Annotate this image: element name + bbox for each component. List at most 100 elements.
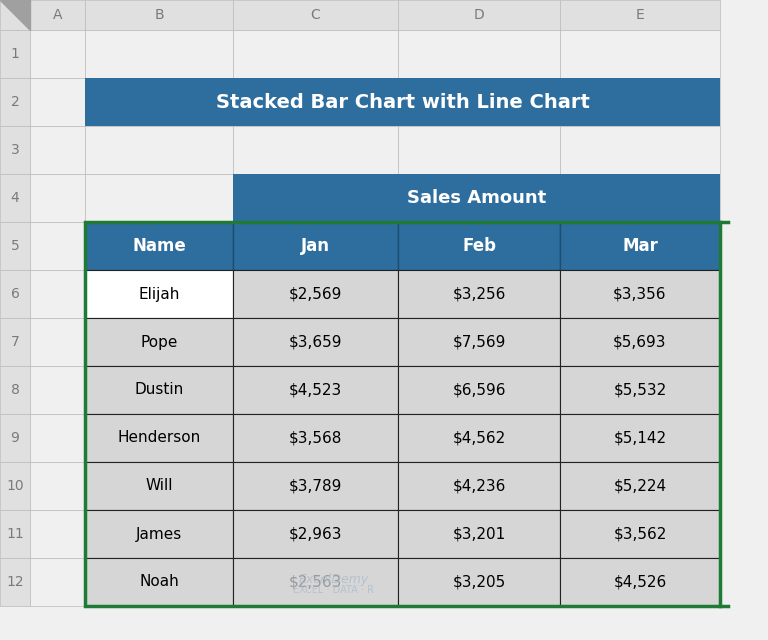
Bar — [85, 510, 233, 558]
Bar — [30, 174, 85, 222]
Text: Mar: Mar — [622, 237, 658, 255]
Bar — [233, 414, 398, 462]
Text: $3,256: $3,256 — [452, 287, 505, 301]
Text: Dustin: Dustin — [134, 383, 184, 397]
Text: $4,562: $4,562 — [452, 431, 505, 445]
Bar — [85, 462, 233, 510]
Bar — [560, 558, 720, 606]
Bar — [85, 30, 233, 78]
Text: $2,563: $2,563 — [289, 575, 343, 589]
Text: E: E — [636, 8, 644, 22]
Text: 9: 9 — [11, 431, 19, 445]
Text: Sales Amount: Sales Amount — [407, 189, 546, 207]
Bar — [0, 174, 30, 222]
Bar — [398, 78, 560, 126]
Text: $3,659: $3,659 — [289, 335, 343, 349]
Bar — [0, 318, 30, 366]
Text: $3,789: $3,789 — [289, 479, 343, 493]
Bar — [233, 270, 398, 318]
Text: Noah: Noah — [139, 575, 179, 589]
Bar — [560, 78, 720, 126]
Bar — [560, 510, 720, 558]
Bar — [233, 78, 398, 126]
Bar — [398, 558, 560, 606]
Bar — [30, 30, 85, 78]
Bar — [85, 366, 233, 414]
Text: Stacked Bar Chart with Line Chart: Stacked Bar Chart with Line Chart — [216, 93, 589, 111]
Bar — [0, 222, 30, 270]
Bar — [560, 30, 720, 78]
Bar — [560, 0, 720, 30]
Bar — [85, 318, 233, 366]
Bar — [30, 558, 85, 606]
Bar — [560, 222, 720, 270]
Bar — [85, 0, 233, 30]
Text: $4,523: $4,523 — [289, 383, 342, 397]
Bar — [398, 318, 560, 366]
Bar — [233, 222, 398, 270]
Bar — [560, 462, 720, 510]
Text: C: C — [310, 8, 320, 22]
Bar — [30, 366, 85, 414]
Text: $3,205: $3,205 — [452, 575, 505, 589]
Bar — [0, 78, 30, 126]
Bar — [398, 174, 560, 222]
Bar — [85, 414, 233, 462]
Text: $6,596: $6,596 — [452, 383, 506, 397]
Bar — [0, 270, 30, 318]
Text: Henderson: Henderson — [118, 431, 200, 445]
Bar — [233, 318, 398, 366]
Bar — [85, 222, 233, 270]
Bar — [30, 126, 85, 174]
Bar — [233, 174, 720, 222]
Text: 8: 8 — [11, 383, 19, 397]
Bar — [560, 222, 720, 270]
Bar — [233, 366, 398, 414]
Bar — [30, 510, 85, 558]
Polygon shape — [0, 0, 30, 30]
Bar — [0, 414, 30, 462]
Bar — [0, 462, 30, 510]
Bar — [233, 510, 398, 558]
Bar — [0, 510, 30, 558]
Bar — [233, 558, 398, 606]
Bar — [30, 78, 85, 126]
Bar — [233, 462, 398, 510]
Bar — [30, 462, 85, 510]
Bar — [30, 270, 85, 318]
Text: $3,201: $3,201 — [452, 527, 505, 541]
Bar — [0, 558, 30, 606]
Bar — [0, 126, 30, 174]
Bar — [30, 414, 85, 462]
Bar — [560, 126, 720, 174]
Text: $5,532: $5,532 — [614, 383, 667, 397]
Text: B: B — [154, 8, 164, 22]
Text: $3,356: $3,356 — [614, 287, 667, 301]
Bar — [560, 366, 720, 414]
Bar — [398, 0, 560, 30]
Text: EXCEL · DATA · R: EXCEL · DATA · R — [293, 585, 374, 595]
Bar — [398, 270, 560, 318]
Text: A: A — [53, 8, 62, 22]
Bar — [398, 30, 560, 78]
Text: $5,142: $5,142 — [614, 431, 667, 445]
Text: $2,569: $2,569 — [289, 287, 343, 301]
Text: $5,224: $5,224 — [614, 479, 667, 493]
Text: Name: Name — [132, 237, 186, 255]
Bar — [30, 318, 85, 366]
Text: $7,569: $7,569 — [452, 335, 505, 349]
Bar — [85, 174, 233, 222]
Text: ExcelDemy: ExcelDemy — [299, 573, 369, 586]
Text: Elijah: Elijah — [138, 287, 180, 301]
Text: 2: 2 — [11, 95, 19, 109]
Bar — [398, 462, 560, 510]
Bar — [398, 222, 560, 270]
Bar — [0, 0, 30, 30]
Bar — [560, 174, 720, 222]
Bar — [398, 414, 560, 462]
Text: 10: 10 — [6, 479, 24, 493]
Bar — [85, 222, 720, 606]
Bar — [85, 270, 233, 318]
Text: Jan: Jan — [301, 237, 330, 255]
Bar — [398, 222, 560, 270]
